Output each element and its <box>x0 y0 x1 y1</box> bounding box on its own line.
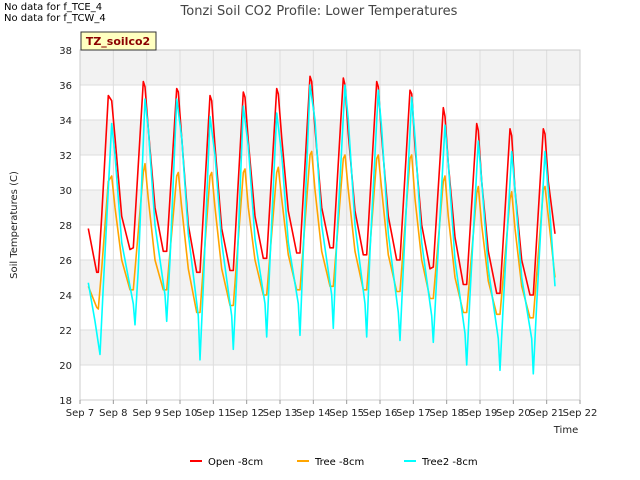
x-tick-label: Sep 21 <box>529 408 564 419</box>
chart-title: Tonzi Soil CO2 Profile: Lower Temperatur… <box>180 4 458 19</box>
plot-band <box>80 85 580 120</box>
y-tick-label: 34 <box>59 116 72 127</box>
x-tick-label: Sep 9 <box>132 408 160 419</box>
plot-band <box>80 120 580 155</box>
legend-label: Open -8cm <box>208 457 263 468</box>
x-tick-label: Sep 7 <box>66 408 94 419</box>
y-tick-label: 24 <box>59 291 72 302</box>
y-axis-label: Soil Temperatures (C) <box>9 171 20 279</box>
x-tick-label: Sep 10 <box>163 408 198 419</box>
legend-item: Tree -8cm <box>297 457 364 468</box>
plot-frame <box>79 49 581 401</box>
y-tick-label: 26 <box>59 256 72 267</box>
no-data-note-1: No data for f_TCE_4 <box>4 2 103 13</box>
legend-label: Tree2 -8cm <box>421 457 478 468</box>
badge-label: TZ_soilco2 <box>86 35 150 48</box>
y-tick-label: 36 <box>59 81 72 92</box>
y-tick-label: 32 <box>59 151 72 162</box>
plot-band <box>80 365 580 400</box>
legend: Open -8cm Tree -8cm Tree2 -8cm <box>190 457 478 468</box>
plot-band <box>80 225 580 260</box>
y-tick-label: 30 <box>59 186 72 197</box>
x-tick-label: Sep 11 <box>196 408 231 419</box>
x-tick-label: Sep 14 <box>296 408 331 419</box>
x-tick-label: Sep 12 <box>229 408 264 419</box>
plot-band <box>80 295 580 330</box>
legend-item: Open -8cm <box>190 457 263 468</box>
plot-band <box>80 190 580 225</box>
legend-label: Tree -8cm <box>314 457 364 468</box>
series-lines <box>87 75 556 375</box>
x-tick-label: Sep 19 <box>463 408 498 419</box>
x-axis-label: Time <box>553 425 578 436</box>
x-tick-label: Sep 18 <box>429 408 464 419</box>
legend-item: Tree2 -8cm <box>404 457 478 468</box>
x-tick-label: Sep 15 <box>329 408 364 419</box>
y-tick-label: 28 <box>59 221 72 232</box>
x-tick-label: Sep 20 <box>496 408 531 419</box>
plot-band <box>80 50 580 85</box>
y-tick-label: 22 <box>59 326 72 337</box>
x-tick-label: Sep 22 <box>563 408 598 419</box>
x-tick-label: Sep 17 <box>396 408 431 419</box>
y-tick-label: 38 <box>59 46 72 57</box>
badge: TZ_soilco2 <box>80 31 157 51</box>
series-line-tree2-8cm <box>87 84 556 375</box>
y-tick-label: 20 <box>59 361 72 372</box>
y-axis: 18 20 22 24 26 28 30 32 34 36 38 <box>59 46 72 407</box>
x-tick-label: Sep 13 <box>263 408 298 419</box>
x-tick-label: Sep 16 <box>363 408 398 419</box>
plot-band <box>80 330 580 365</box>
y-tick-label: 18 <box>59 396 72 407</box>
no-data-note-2: No data for f_TCW_4 <box>4 13 106 24</box>
x-tick-label: Sep 8 <box>99 408 127 419</box>
plot-band <box>80 155 580 190</box>
